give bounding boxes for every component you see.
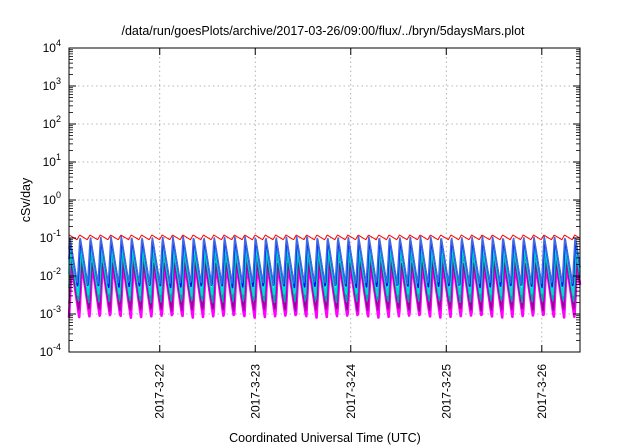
y-tick-label: 10-3 [40,304,61,321]
y-tick-label: 101 [43,152,61,169]
y-tick-label: 103 [43,76,61,93]
series-line-1 [68,260,581,312]
y-tick-label: 10-2 [40,266,61,283]
x-tick-label: 2017-3-26 [535,364,549,419]
series-line-5 [68,235,581,286]
series-line-6 [68,234,581,241]
y-axis-title: cSv/day [19,177,33,222]
y-axis: 10-4 10-3 10-2 10-1 100 101 102 103 104 [40,38,580,359]
chart-title: /data/run/goesPlots/archive/2017-03-26/0… [121,24,525,38]
y-tick-label: 10-4 [40,342,61,359]
y-tick-label: 10-1 [40,228,61,245]
plot-series [67,234,582,319]
x-tick-label: 2017-3-24 [344,364,358,419]
y-tick-label: 100 [43,190,61,207]
x-tick-label: 2017-3-22 [153,364,167,419]
y-tick-label: 102 [43,114,61,131]
y-tick-label: 104 [43,38,61,55]
x-tick-label: 2017-3-23 [248,364,262,419]
x-axis-title: Coordinated Universal Time (UTC) [229,431,421,445]
x-tick-label: 2017-3-25 [439,364,453,419]
x-axis: 2017-3-22 2017-3-23 2017-3-24 2017-3-25 2017… [153,48,549,419]
